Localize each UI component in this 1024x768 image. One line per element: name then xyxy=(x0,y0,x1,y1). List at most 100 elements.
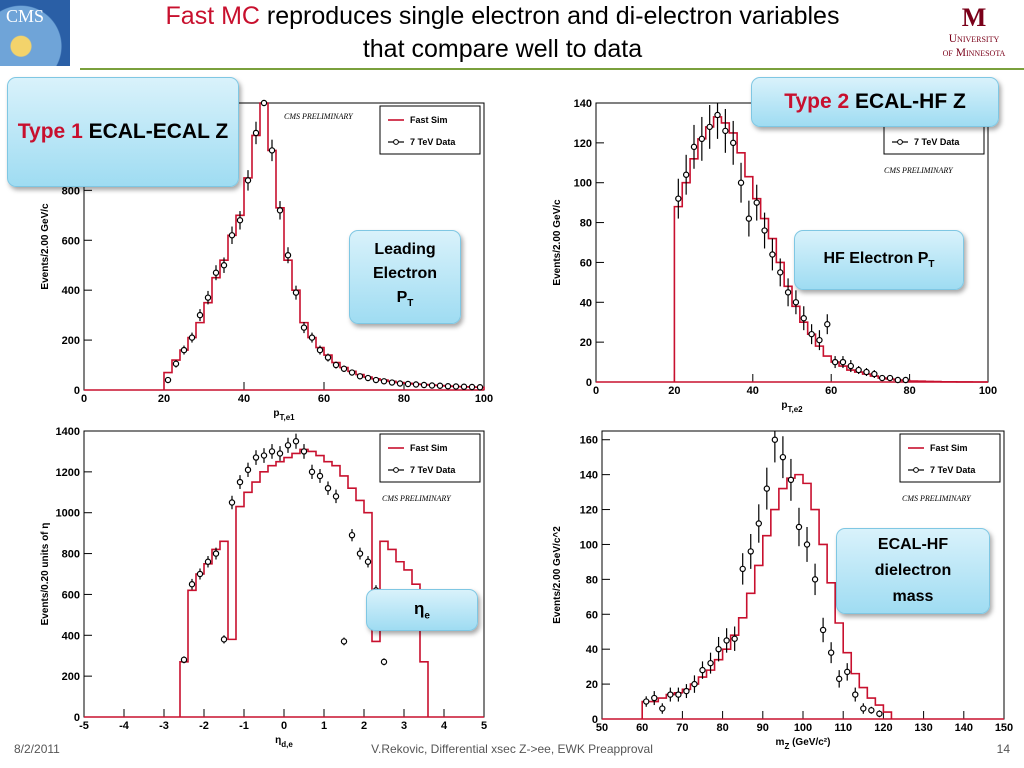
data-point xyxy=(784,289,792,296)
data-point xyxy=(863,368,870,376)
data-point xyxy=(348,369,356,376)
data-point xyxy=(228,232,236,239)
data-point xyxy=(236,478,244,486)
data-point xyxy=(731,635,738,642)
data-point xyxy=(212,269,220,276)
data-point xyxy=(356,373,364,380)
y-axis-label: Events/2.00 GeV/c^2 xyxy=(552,526,563,624)
callout-type2: Type 2 ECAL-HF Z xyxy=(751,77,999,127)
x-tick-label: -4 xyxy=(119,720,130,732)
y-tick-label: 160 xyxy=(580,435,598,447)
x-tick-label: 70 xyxy=(676,722,688,734)
data-point xyxy=(691,680,698,688)
cms-preliminary-label: CMS PRELIMINARY xyxy=(284,112,354,121)
x-tick-label: -5 xyxy=(79,720,89,732)
cms-logo: CMS xyxy=(0,0,70,66)
callout-dielectron-mass: ECAL-HF dielectron mass xyxy=(836,528,990,614)
y-tick-label: 800 xyxy=(62,185,80,197)
data-point xyxy=(332,361,340,369)
legend-data-label: 7 TeV Data xyxy=(410,465,456,475)
legend-box xyxy=(379,105,481,155)
y-tick-label: 100 xyxy=(574,178,592,190)
y-tick-label: 200 xyxy=(62,671,80,683)
data-point xyxy=(682,171,690,178)
cms-preliminary-label: CMS PRELIMINARY xyxy=(902,494,972,503)
data-point xyxy=(714,111,721,119)
plot-electron-eta: -5 -4 -3 -2 -1 0 1 2 3 4 5 0 200 400 600 800 1000 1200 140… xyxy=(38,425,494,749)
data-point xyxy=(404,380,412,388)
data-point xyxy=(316,346,324,354)
y-tick-label: 100 xyxy=(580,539,598,551)
data-point xyxy=(292,289,300,296)
data-point xyxy=(769,251,776,258)
footer-center: V.Rekovic, Differential xsec Z->ee, EWK … xyxy=(371,742,653,756)
x-tick-label: -3 xyxy=(159,720,169,732)
data-point xyxy=(340,638,348,645)
y-tick-label: 140 xyxy=(580,470,598,482)
data-point xyxy=(428,382,436,389)
data-point xyxy=(444,383,452,390)
x-axis-label: pT,e2 xyxy=(781,400,803,414)
data-point xyxy=(745,215,753,222)
legend-data-marker xyxy=(393,467,399,473)
callout-type1: Type 1 ECAL-ECAL Z xyxy=(7,77,239,187)
callout-leading-line1: Leading xyxy=(374,240,436,258)
x-axis-label: ηd,e xyxy=(275,735,293,749)
cms-preliminary-label: CMS PRELIMINARY xyxy=(884,166,954,175)
data-point xyxy=(739,565,746,573)
university-logo: M University of Minnesota xyxy=(924,4,1024,66)
cms-logo-text: CMS xyxy=(6,6,45,26)
legend-data-label: 7 TeV Data xyxy=(930,465,976,475)
data-point xyxy=(436,382,444,389)
sim-histogram xyxy=(673,116,988,383)
data-point xyxy=(396,380,404,387)
legend-data-marker xyxy=(897,139,903,145)
legend-data-marker xyxy=(393,139,399,145)
data-point xyxy=(252,129,260,137)
x-tick-label: 140 xyxy=(955,722,973,734)
data-point xyxy=(268,147,276,154)
data-point xyxy=(753,199,760,206)
data-point xyxy=(188,334,196,341)
title-highlight: Fast MC xyxy=(165,2,260,30)
data-point xyxy=(268,448,276,455)
x-tick-label: -1 xyxy=(239,720,249,732)
data-point xyxy=(643,698,650,705)
data-point xyxy=(723,637,730,644)
data-point xyxy=(747,548,754,555)
x-tick-label: 80 xyxy=(398,393,410,405)
data-point xyxy=(276,207,284,214)
y-tick-label: 140 xyxy=(574,98,592,110)
data-point xyxy=(795,523,803,531)
data-point xyxy=(816,336,823,344)
x-axis-label: mZ (GeV/c²) xyxy=(776,737,831,751)
title-line1: reproduces single electron and di-electr… xyxy=(259,2,840,30)
data-point xyxy=(722,127,729,135)
data-point xyxy=(763,485,771,492)
data-point xyxy=(244,177,252,184)
legend-data-label: 7 TeV Data xyxy=(410,137,456,147)
x-tick-label: 100 xyxy=(979,385,997,397)
data-point xyxy=(771,436,779,443)
data-point xyxy=(698,135,706,143)
y-tick-label: 0 xyxy=(586,377,592,389)
x-tick-label: 40 xyxy=(238,393,250,405)
legend-sim-label: Fast Sim xyxy=(410,443,448,453)
y-tick-label: 400 xyxy=(62,285,80,297)
data-point xyxy=(284,442,292,449)
data-point xyxy=(868,707,875,714)
y-tick-label: 20 xyxy=(586,679,598,691)
callout-mass-line2: dielectron xyxy=(874,562,952,579)
data-point xyxy=(787,476,795,484)
data-point xyxy=(803,541,811,548)
y-tick-label: 0 xyxy=(592,714,598,726)
callout-type2-red: Type 2 xyxy=(784,90,850,113)
data-point xyxy=(196,570,204,578)
x-tick-label: 0 xyxy=(281,720,287,732)
y-tick-label: 600 xyxy=(62,235,80,247)
callout-type1-red: Type 1 xyxy=(17,120,83,143)
data-point xyxy=(707,659,714,667)
title-divider xyxy=(80,68,1024,70)
x-tick-label: 20 xyxy=(668,385,680,397)
data-point xyxy=(871,370,878,378)
